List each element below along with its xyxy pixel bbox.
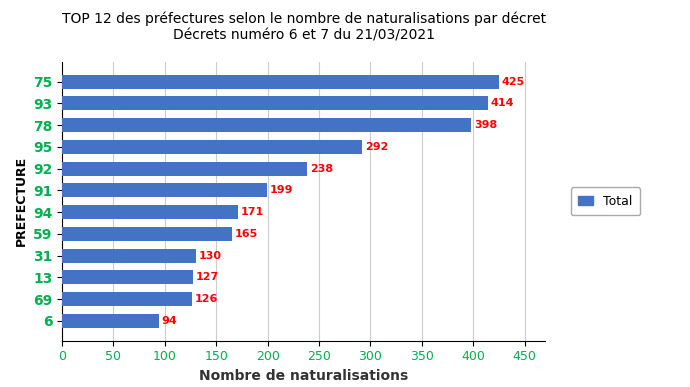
Text: 199: 199 bbox=[270, 185, 293, 195]
Text: 130: 130 bbox=[199, 251, 221, 260]
Text: 414: 414 bbox=[491, 98, 514, 108]
Bar bbox=[62, 96, 488, 110]
Bar bbox=[62, 161, 306, 176]
Bar bbox=[62, 205, 238, 219]
Text: 425: 425 bbox=[502, 77, 525, 87]
Text: 126: 126 bbox=[195, 294, 218, 304]
Text: 171: 171 bbox=[241, 207, 264, 217]
X-axis label: Nombre de naturalisations: Nombre de naturalisations bbox=[199, 369, 408, 383]
Text: TOP 12 des préfectures selon le nombre de naturalisations par décret
Décrets num: TOP 12 des préfectures selon le nombre d… bbox=[61, 12, 546, 42]
Bar bbox=[62, 270, 193, 284]
Bar bbox=[62, 140, 362, 154]
Bar bbox=[62, 227, 232, 241]
Bar bbox=[62, 248, 196, 263]
Text: 292: 292 bbox=[365, 142, 388, 152]
Text: 165: 165 bbox=[235, 229, 258, 239]
Bar bbox=[62, 118, 471, 132]
Bar bbox=[62, 314, 159, 328]
Legend: Total: Total bbox=[571, 187, 640, 215]
Text: 127: 127 bbox=[196, 272, 219, 283]
Text: 94: 94 bbox=[161, 316, 177, 326]
Text: 398: 398 bbox=[474, 120, 497, 130]
Text: 238: 238 bbox=[310, 164, 333, 174]
Bar bbox=[62, 183, 266, 197]
Bar bbox=[62, 292, 192, 306]
Bar bbox=[62, 75, 499, 89]
Y-axis label: PREFECTURE: PREFECTURE bbox=[14, 156, 28, 246]
